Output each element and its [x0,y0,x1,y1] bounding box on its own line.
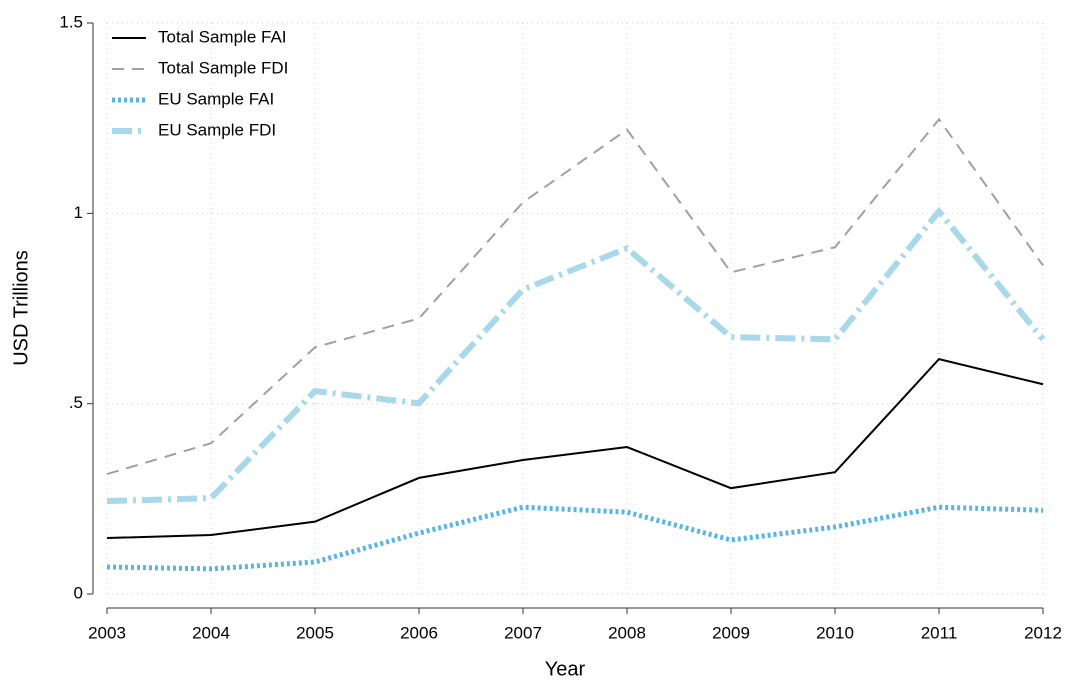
y-tick-label: 1 [74,203,83,222]
x-tick-label: 2005 [296,623,334,642]
x-axis-label: Year [545,658,586,680]
x-tick-label: 2012 [1024,623,1062,642]
x-tick-label: 2006 [400,623,438,642]
x-tick-label: 2004 [192,623,230,642]
legend-label: EU Sample FDI [158,120,276,139]
y-tick-label: .5 [69,393,83,412]
series-line [106,358,1044,540]
legend-label: Total Sample FDI [158,58,288,77]
x-tick-label: 2009 [712,623,750,642]
legend-label: Total Sample FAI [158,27,287,46]
series-line [106,117,1044,476]
x-tick-label: 2010 [816,623,854,642]
series-line [106,504,1044,572]
y-tick-label: 1.5 [59,12,83,31]
x-tick-label: 2007 [504,623,542,642]
y-tick-label: 0 [74,583,83,602]
x-tick-label: 2003 [88,623,126,642]
legend-label: EU Sample FAI [158,89,274,108]
x-tick-label: 2011 [921,623,958,642]
series-line [106,206,1046,505]
x-tick-label: 2008 [608,623,646,642]
y-axis-label: USD Trillions [10,250,32,366]
